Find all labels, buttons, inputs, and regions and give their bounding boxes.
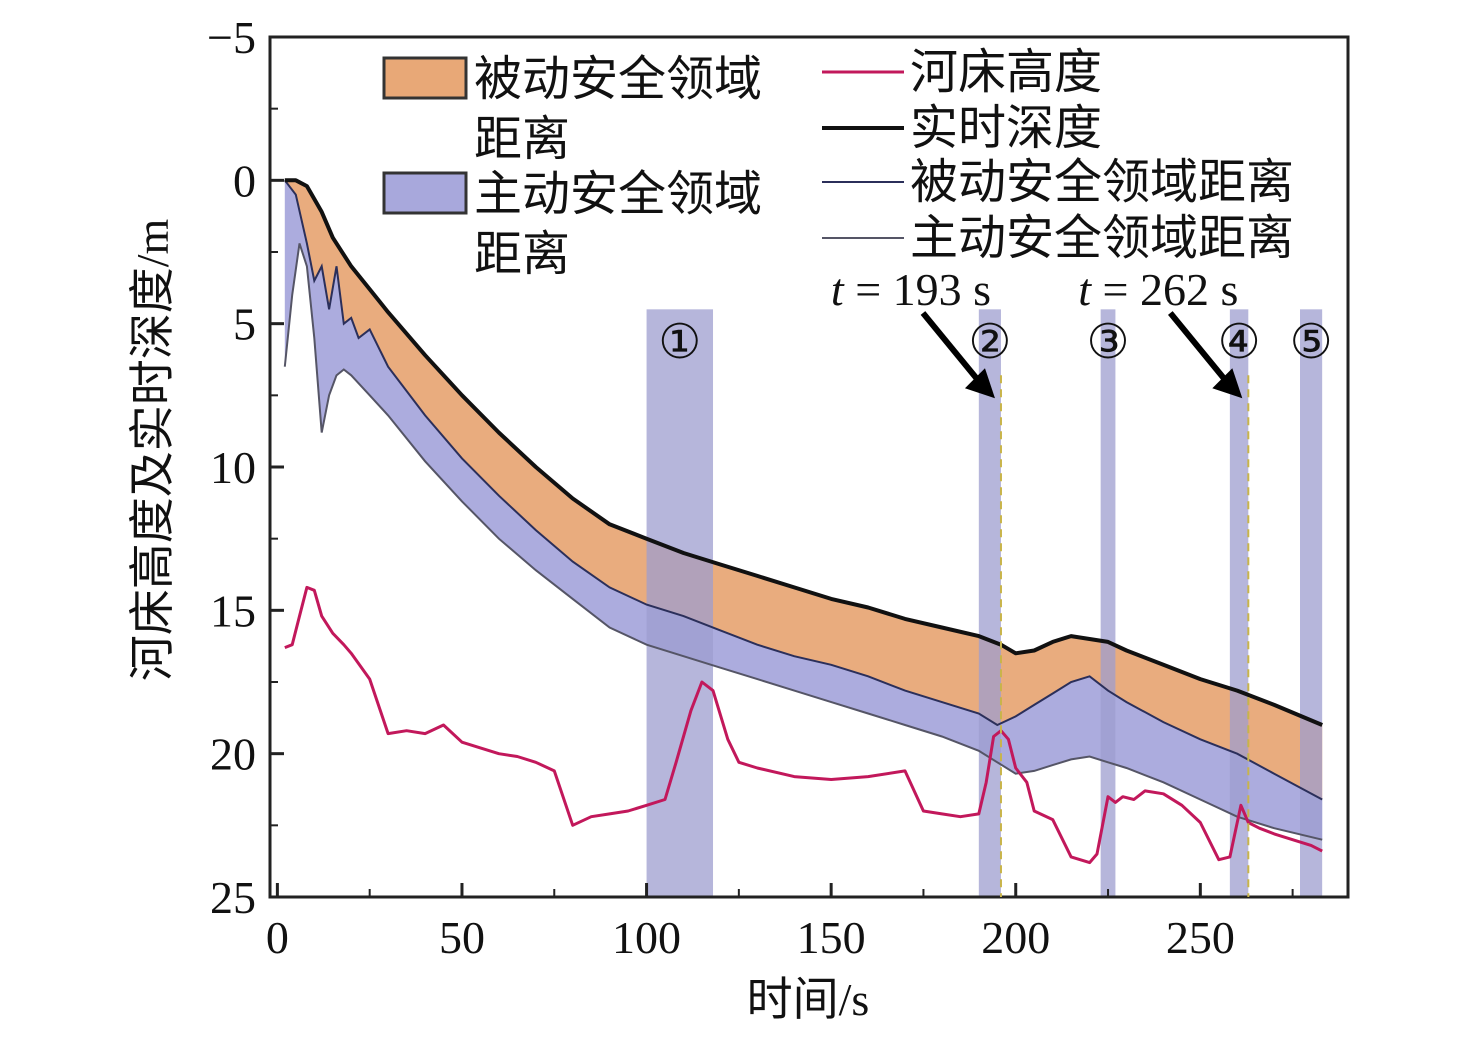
time-value: = 262 s <box>1091 264 1238 315</box>
legend-riverbed-label: 河床高度 <box>910 46 1102 99</box>
passive-safety-line <box>284 179 1323 801</box>
region-marker-1: ① <box>658 316 701 369</box>
region-marker-2: ② <box>968 316 1011 369</box>
time-arrow-2 <box>1168 311 1233 389</box>
active-safety-line <box>283 243 1323 841</box>
active-safety-area <box>284 180 1323 840</box>
time-arrowhead-2 <box>1212 368 1243 399</box>
time-value: = 193 s <box>844 264 991 315</box>
legend-passive-line-label: 被动安全领域距离 <box>910 156 1294 209</box>
legend: 被动安全领域 距离 主动安全领域 距离 河床高度 实时深度 被动安全领域距离 主… <box>382 46 1294 281</box>
y-tick-label: 15 <box>210 585 256 636</box>
y-tick-label: 25 <box>210 872 256 923</box>
highlight-region-2 <box>978 309 1001 897</box>
highlight-region-3 <box>1100 309 1116 897</box>
highlight-region-1 <box>646 309 714 897</box>
axis-ticks: 0 50 100 150 200 250 −5 0 5 10 15 20 25 <box>207 12 1294 963</box>
riverbed-line <box>284 585 1323 865</box>
highlight-region-4 <box>1229 309 1249 897</box>
y-tick-label: 5 <box>233 299 256 350</box>
x-tick-label: 200 <box>981 912 1050 963</box>
legend-passive-swatch <box>382 56 468 100</box>
legend-passive-label: 被动安全领域 <box>474 53 762 106</box>
legend-active-swatch <box>382 171 468 215</box>
region-marker-3: ③ <box>1087 316 1130 369</box>
highlight-regions <box>646 309 1323 897</box>
y-tick-label: −5 <box>207 12 256 63</box>
y-axis-title: 河床高度及实时深度/m <box>127 219 178 682</box>
time-arrow-1 <box>920 311 986 389</box>
time-annotation-1: t = 193 s <box>831 264 991 315</box>
legend-active-label-2: 距离 <box>474 228 570 281</box>
time-arrowhead-1 <box>964 368 995 399</box>
region-marker-4: ④ <box>1218 316 1261 369</box>
legend-active-label: 主动安全领域 <box>474 168 762 221</box>
x-tick-label: 0 <box>266 912 289 963</box>
time-symbol: t <box>1078 264 1092 315</box>
passive-safety-area <box>284 180 1323 800</box>
legend-passive-label-2: 距离 <box>474 113 570 166</box>
x-axis-title: 时间/s <box>747 974 870 1025</box>
line-layer <box>283 178 1323 865</box>
x-tick-label: 50 <box>439 912 485 963</box>
area-layer <box>284 180 1323 840</box>
y-tick-label: 10 <box>210 442 256 493</box>
x-tick-label: 100 <box>612 912 681 963</box>
time-symbol: t <box>831 264 845 315</box>
depth-line <box>284 178 1323 727</box>
x-tick-label: 250 <box>1166 912 1235 963</box>
y-tick-label: 20 <box>210 729 256 780</box>
legend-active-line-label: 主动安全领域距离 <box>910 212 1294 265</box>
x-tick-label: 150 <box>797 912 866 963</box>
region-marker-5: ⑤ <box>1290 316 1333 369</box>
time-annotation-2: t = 262 s <box>1078 264 1238 315</box>
y-tick-label: 0 <box>233 155 256 206</box>
legend-depth-label: 实时深度 <box>910 102 1102 155</box>
highlight-region-5 <box>1300 309 1323 897</box>
